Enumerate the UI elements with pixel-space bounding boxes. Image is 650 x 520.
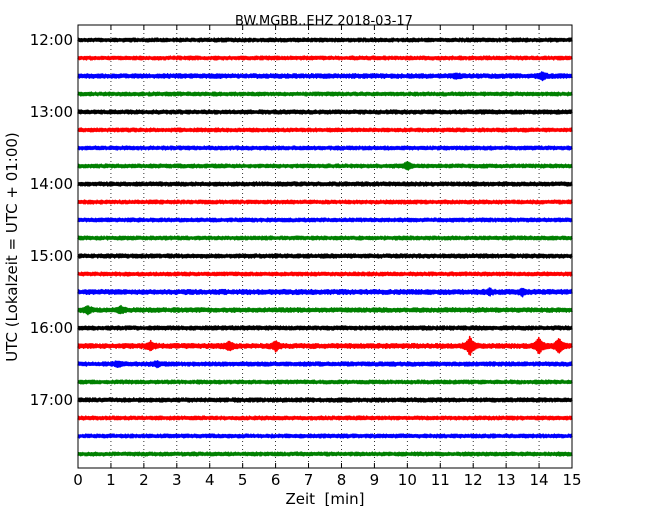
plot-frame [77, 24, 573, 469]
x-tick-label: 4 [205, 471, 215, 489]
x-tick-label: 9 [370, 471, 380, 489]
x-tick-label: 14 [530, 471, 549, 489]
trace-layer [77, 37, 573, 457]
seismic-trace [77, 199, 573, 205]
x-tick-label: 1 [106, 471, 116, 489]
seismic-trace [77, 91, 573, 97]
seismic-trace [77, 335, 573, 356]
seismic-trace [77, 304, 573, 316]
x-tick-label: 7 [304, 471, 314, 489]
y-tick-label: 13:00 [30, 103, 73, 121]
x-tick-label: 12 [464, 471, 483, 489]
x-tick-label: 0 [73, 471, 83, 489]
seismic-trace [77, 415, 573, 421]
x-tick-label: 5 [238, 471, 248, 489]
seismic-trace [77, 161, 573, 171]
y-axis-label: UTC (Lokalzeit = UTC + 01:00) [3, 132, 21, 362]
x-tick-label: 6 [271, 471, 281, 489]
seismic-trace [77, 37, 573, 43]
seismic-trace [77, 397, 573, 403]
x-tick-label: 3 [172, 471, 182, 489]
seismic-trace [77, 360, 573, 369]
seismic-trace [77, 145, 573, 151]
x-tick-label: 11 [431, 471, 450, 489]
seismic-trace [77, 71, 573, 82]
y-tick-label: 12:00 [30, 31, 73, 49]
seismic-trace [77, 109, 573, 115]
seismic-trace [77, 271, 573, 277]
seismic-trace [77, 451, 573, 457]
x-tick-label: 13 [497, 471, 516, 489]
x-tick-label: 8 [337, 471, 347, 489]
y-tick-label: 16:00 [30, 319, 73, 337]
y-tick-label: 15:00 [30, 247, 73, 265]
seismic-trace [77, 379, 573, 385]
y-tick-label: 17:00 [30, 391, 73, 409]
seismic-trace [77, 55, 573, 61]
x-tick-label: 2 [139, 471, 149, 489]
seismic-trace [77, 325, 573, 331]
x-axis-label: Zeit [min] [285, 490, 364, 508]
seismic-trace [77, 253, 573, 259]
seismic-trace [77, 287, 573, 298]
tick-layer: 0 1 2 3 4 5 6 7 8 9 10 11 12 13 14 1512:0013:0014:0015:… [30, 25, 582, 489]
seismic-trace [77, 181, 573, 187]
y-tick-label: 14:00 [30, 175, 73, 193]
seismic-trace [77, 217, 573, 223]
x-tick-label: 15 [562, 471, 581, 489]
seismic-trace [77, 127, 573, 133]
seismic-trace [77, 433, 573, 439]
x-tick-label: 10 [398, 471, 417, 489]
seismic-trace [77, 235, 573, 241]
chart-title: BW.MGBB..EHZ 2018-03-17 [235, 14, 413, 29]
